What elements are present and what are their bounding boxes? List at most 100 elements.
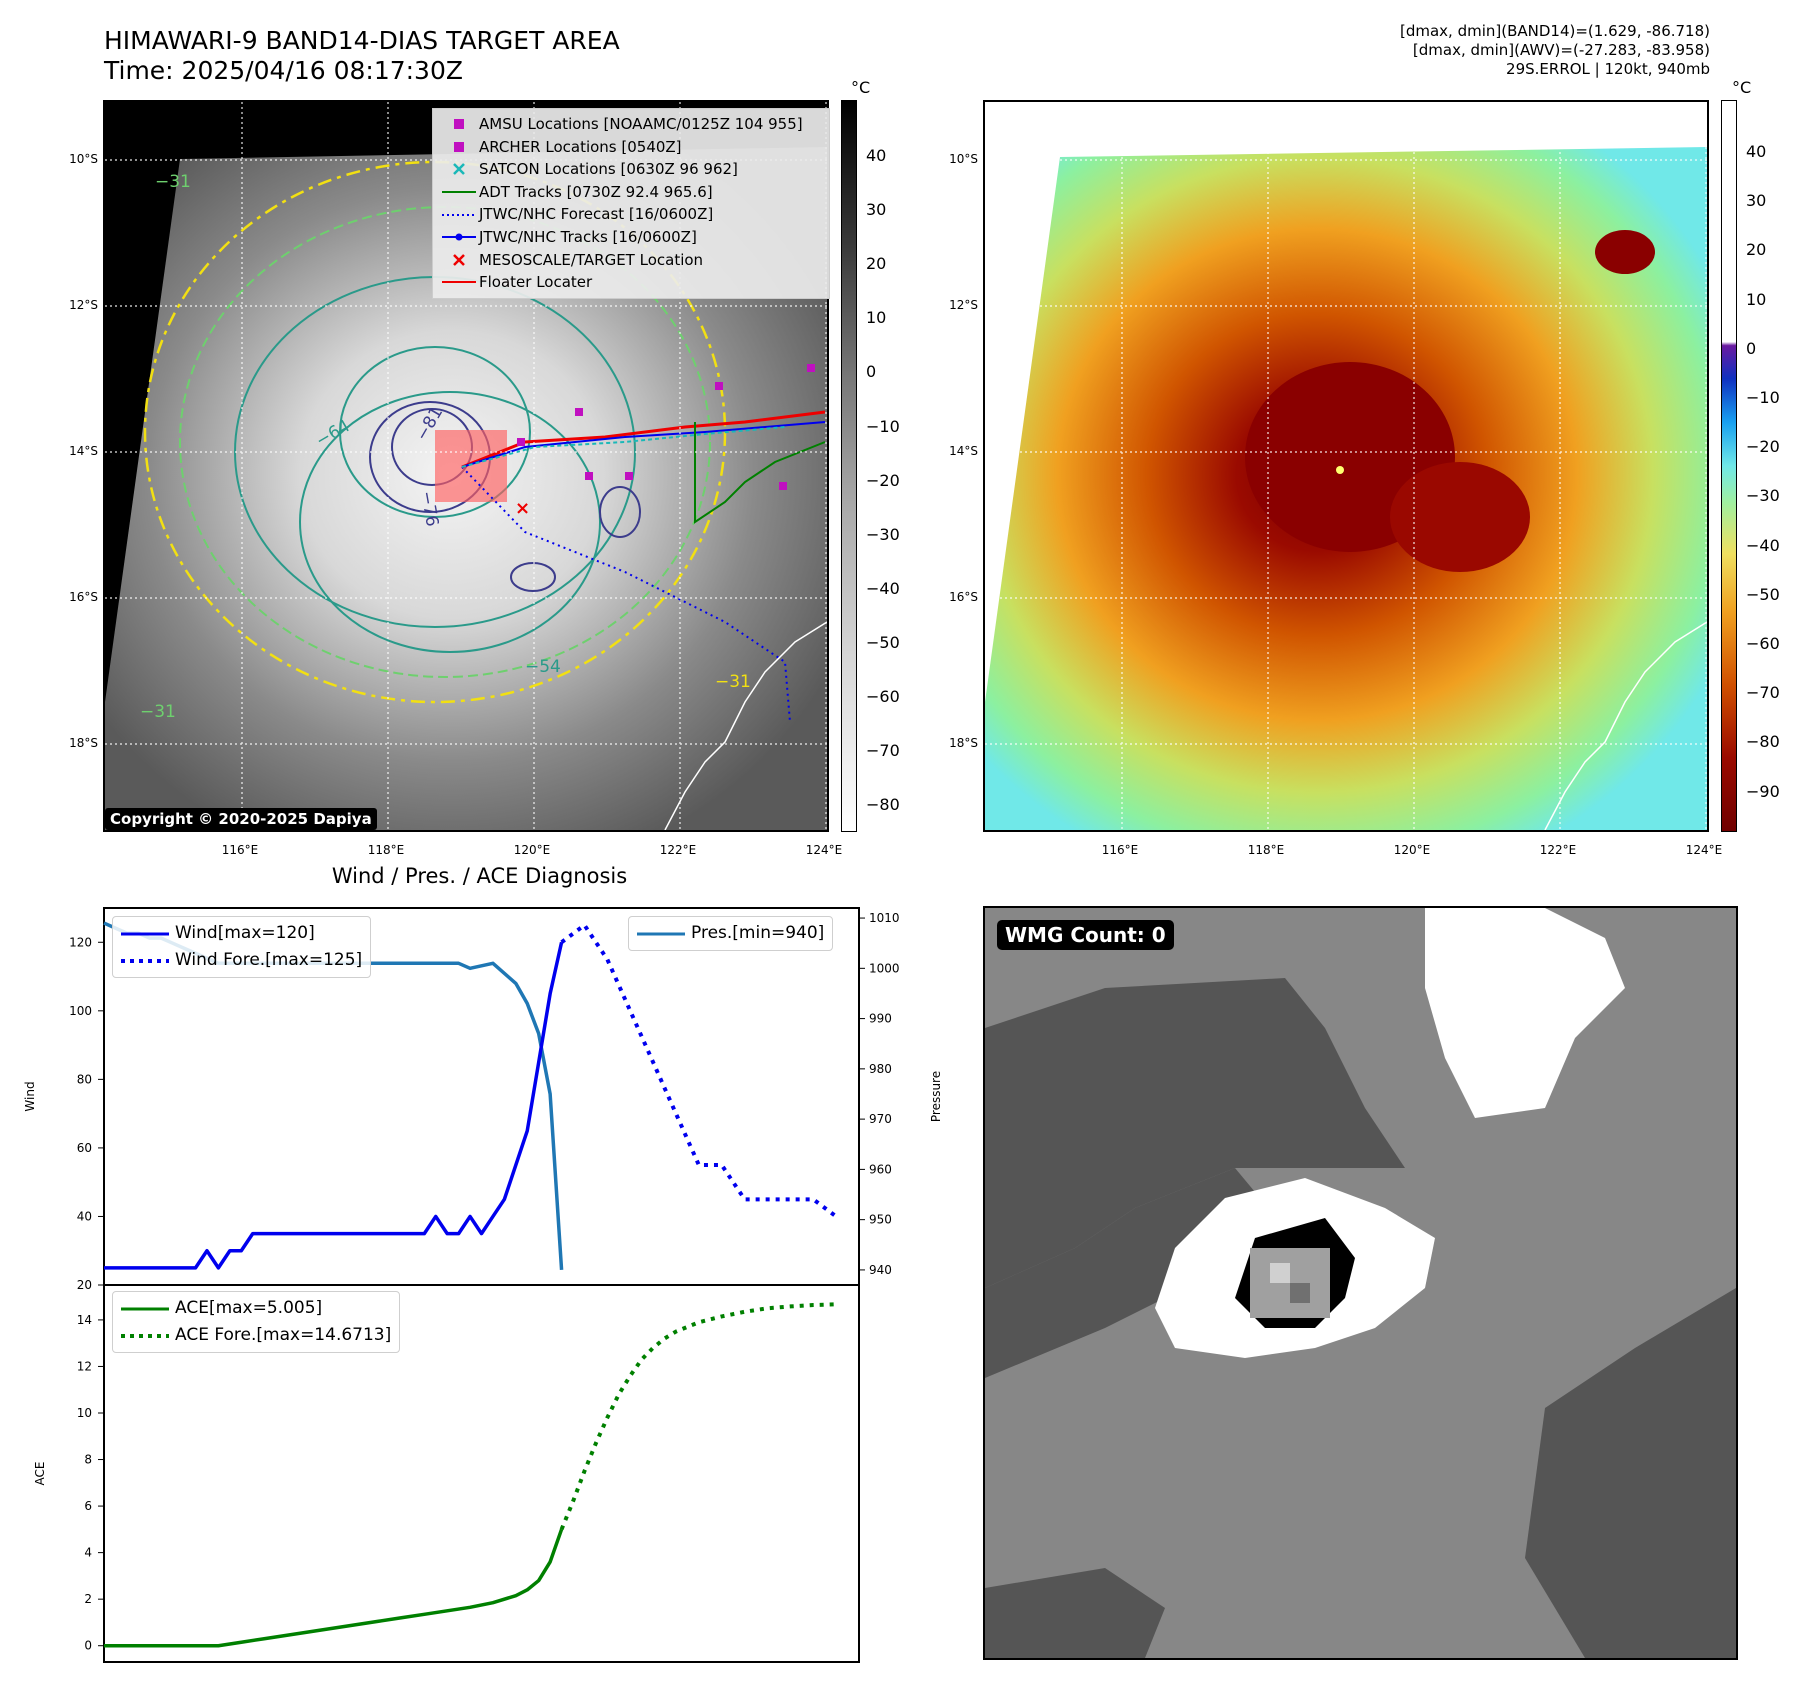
figure-title-line1: HIMAWARI-9 BAND14-DIAS TARGET AREA [104,26,620,55]
latitude-label: 16°S [69,590,98,604]
wmg-panel: WMG Count: 0 [983,906,1738,1660]
wind-axis-label: Wind [23,1081,37,1111]
map-legend: AMSU Locations [NOAAMC/0125Z 104 955] AR… [432,108,830,299]
colorbar-tick-label: 30 [866,200,887,220]
wind-ytick-label: 120 [69,935,92,949]
longitude-label: 118°E [367,843,405,857]
colorbar-tick-label: −10 [866,416,900,436]
longitude-label: 122°E [1539,843,1577,857]
pressure-ytick-label: 950 [869,1213,892,1227]
ace-ytick-label: 12 [77,1359,92,1373]
legend-entry-satcon: SATCON Locations [0630Z 96 962] [439,158,823,181]
wind-legend: Wind[max=120] Wind Fore.[max=125] [112,916,372,978]
colorbar-tick-label: 20 [866,254,887,274]
wind-ytick-label: 20 [77,1278,92,1292]
info-line3: 29S.ERROL | 120kt, 940mb [1506,60,1710,78]
diagnosis-title: Wind / Pres. / ACE Diagnosis [331,864,628,888]
colorbar-tick-label: 0 [866,362,877,382]
longitude-label: 116°E [221,843,259,857]
info-line1: [dmax, dmin](BAND14)=(1.629, -86.718) [1399,22,1710,40]
pressure-ytick-label: 1000 [869,961,900,975]
longitude-label: 124°E [805,843,843,857]
latitude-label: 18°S [69,736,98,750]
wind-series-line [104,941,564,1270]
ace-ytick-label: 8 [84,1453,92,1467]
latitude-label: 12°S [949,298,978,312]
colorbar-tick-label: −20 [866,470,900,490]
contour-label: −31 [715,672,751,692]
wind-forecast-series-line [560,923,838,1219]
band14-map-image: × −64 −81 −76 −54 −31 −31 −31 [105,102,827,830]
pressure-legend: Pres.[min=940] [628,916,834,951]
longitude-label: 120°E [513,843,551,857]
legend-entry-ace: ACE[max=5.005] [121,1298,323,1318]
pressure-ytick-label: 940 [869,1263,892,1277]
colorbar-tick-label: −30 [866,524,900,544]
colorbar-tick-label: 10 [866,308,887,328]
right-colorbar-unit: °C [1732,78,1752,97]
ace-ytick-label: 2 [84,1592,92,1606]
legend-entry-jtwc-forecast: JTWC/NHC Forecast [16/0600Z] [442,205,714,224]
wind-ytick-label: 80 [77,1072,92,1086]
contour-label: −31 [155,172,191,192]
pressure-ytick-label: 1010 [869,911,900,925]
colorbar-tick-label: −70 [1746,683,1780,703]
contour-label: −54 [525,657,561,677]
legend-entry-wind: Wind[max=120] [121,923,315,943]
latitude-label: 10°S [69,152,98,166]
ace-axis-label: ACE [33,1462,47,1486]
ace-ytick-label: 6 [84,1499,92,1513]
ace-ytick-label: 14 [77,1313,92,1327]
legend-entry-mesoscale: MESOSCALE/TARGET Location [439,249,823,272]
colorbar-tick-label: −50 [1746,584,1780,604]
pressure-axis-label: Pressure [929,1071,943,1122]
longitude-label: 122°E [659,843,697,857]
longitude-label: 118°E [1247,843,1285,857]
colorbar-tick-label: −60 [1746,634,1780,653]
pressure-ytick-label: 980 [869,1062,892,1076]
colorbar-tick-label: −50 [866,632,900,652]
colorbar-tick-label: 40 [866,146,887,165]
ace-axes-frame [103,1284,860,1663]
info-line2: [dmax, dmin](AWV)=(-27.283, -83.958) [1412,41,1710,59]
colorbar-tick-label: 30 [1746,191,1767,211]
colorbar-tick-label: −10 [1746,388,1780,407]
ace-series-line [104,1528,564,1648]
colorbar-tick-label: −70 [866,741,900,761]
ace-legend: ACE[max=5.005] ACE Fore.[max=14.6713] [112,1291,401,1353]
legend-entry-ace-forecast: ACE Fore.[max=14.6713] [121,1325,392,1345]
wind-ytick-label: 100 [69,1004,92,1018]
latitude-label: 14°S [69,444,98,458]
right-colorbar [1721,100,1737,832]
colorbar-tick-label: −40 [866,578,900,598]
colorbar-tick-label: −20 [1746,437,1780,457]
longitude-label: 124°E [1685,843,1723,857]
legend-entry-jtwc-tracks: JTWC/NHC Tracks [16/0600Z] [439,226,823,249]
latitude-label: 12°S [69,298,98,312]
legend-entry-pressure: Pres.[min=940] [637,923,825,943]
colorbar-tick-label: −80 [1746,732,1780,752]
colorbar-tick-label: −90 [1746,781,1780,801]
figure-title-line2: Time: 2025/04/16 08:17:30Z [104,56,463,85]
copyright-label: Copyright © 2020-2025 Dapiya [105,808,377,830]
colorbar-tick-label: 40 [1746,142,1767,161]
legend-entry-adt: ADT Tracks [0730Z 92.4 965.6] [442,182,713,201]
colorbar-tick-label: −60 [866,687,900,706]
wmg-count-badge: WMG Count: 0 [997,920,1174,950]
colorbar-tick-label: −80 [866,795,900,815]
legend-entry-floater: Floater Locater [442,273,593,292]
ace-ytick-label: 0 [84,1639,92,1653]
latitude-label: 16°S [949,590,978,604]
left-colorbar-unit: °C [851,78,871,97]
ace-forecast-series-line [559,1302,837,1531]
ace-ytick-label: 10 [77,1406,92,1420]
wind-pressure-ace-chart: 2040608010012094095096097098099010001010… [23,907,943,1663]
longitude-label: 120°E [1393,843,1431,857]
wmg-image [985,908,1736,1658]
legend-entry-amsu: AMSU Locations [NOAAMC/0125Z 104 955] [439,113,823,136]
ace-ytick-label: 4 [84,1546,92,1560]
awv-map-image [985,102,1707,830]
wind-ytick-label: 60 [77,1141,92,1155]
pressure-ytick-label: 960 [869,1162,892,1176]
left-colorbar [841,100,857,832]
